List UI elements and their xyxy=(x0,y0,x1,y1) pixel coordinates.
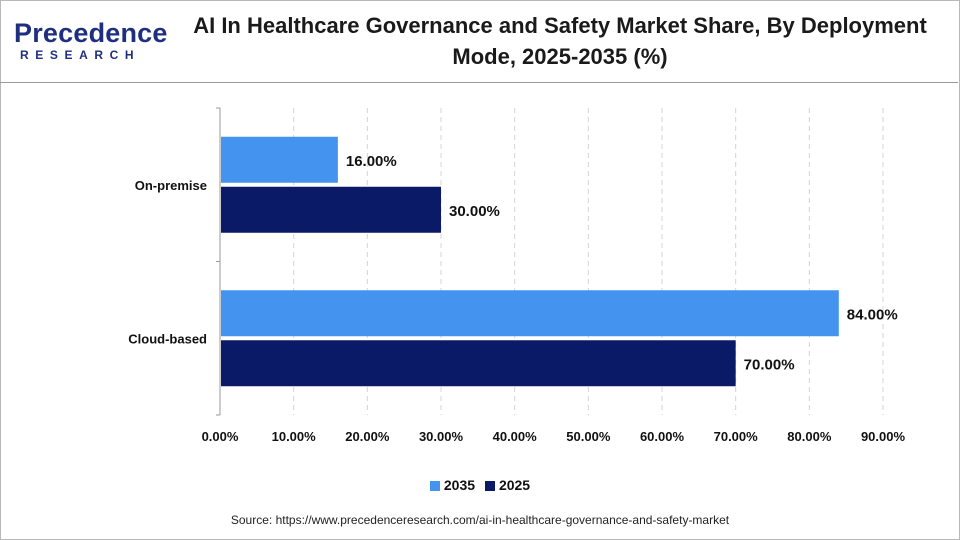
legend-item-2025: 2025 xyxy=(484,477,531,494)
x-tick-label: 0.00% xyxy=(202,429,239,444)
bar-2035 xyxy=(221,290,839,337)
data-label: 84.00% xyxy=(847,306,898,323)
bar-2035 xyxy=(221,136,338,183)
bar-2025 xyxy=(221,186,441,233)
x-tick-label: 40.00% xyxy=(493,429,538,444)
data-label: 16.00% xyxy=(346,153,397,170)
legend-label-2025: 2025 xyxy=(498,477,531,494)
x-tick-label: 80.00% xyxy=(787,429,832,444)
header: Precedence RESEARCH AI In Healthcare Gov… xyxy=(0,0,958,83)
x-tick-label: 10.00% xyxy=(272,429,317,444)
legend-label-2035: 2035 xyxy=(443,477,476,494)
x-tick-label: 70.00% xyxy=(714,429,759,444)
x-tick-label: 90.00% xyxy=(861,429,906,444)
source-note: Source: https://www.precedenceresearch.c… xyxy=(230,513,730,527)
category-label: Cloud-based xyxy=(128,331,207,346)
bar-2025 xyxy=(221,340,736,387)
x-tick-label: 50.00% xyxy=(566,429,611,444)
precedence-logo: Precedence RESEARCH xyxy=(14,18,167,68)
x-tick-label: 20.00% xyxy=(345,429,390,444)
legend-item-2035: 2035 xyxy=(429,477,476,494)
data-label: 70.00% xyxy=(744,356,795,373)
chart-title: AI In Healthcare Governance and Safety M… xyxy=(193,13,927,69)
legend: 2035 2025 xyxy=(0,476,960,493)
logo-wordmark: Precedence xyxy=(14,18,168,48)
x-tick-label: 60.00% xyxy=(640,429,685,444)
legend-swatch-2035 xyxy=(429,481,440,492)
logo-subtitle: RESEARCH xyxy=(20,48,141,62)
legend-swatch-2025 xyxy=(484,481,495,492)
data-label: 30.00% xyxy=(449,203,500,220)
category-label: On-premise xyxy=(135,178,207,193)
x-tick-label: 30.00% xyxy=(419,429,464,444)
